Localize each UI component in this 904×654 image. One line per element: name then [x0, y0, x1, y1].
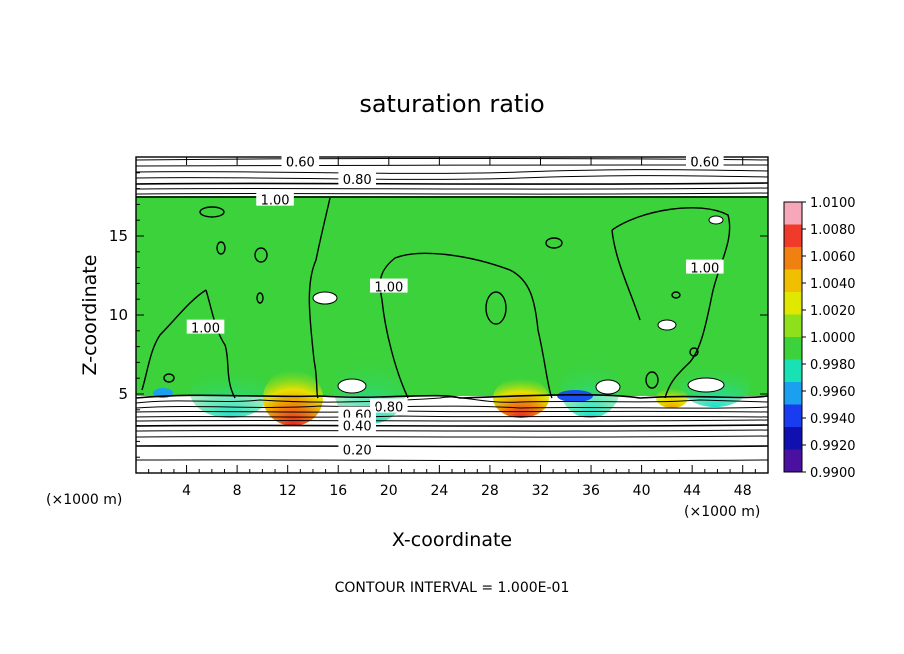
contour-interval-note: CONTOUR INTERVAL = 1.000E-01 — [335, 580, 570, 596]
x-tick-label: 44 — [683, 483, 701, 499]
contour-label: 1.00 — [191, 322, 220, 337]
contour-label-bg — [186, 319, 225, 334]
saturation-contours — [141, 197, 731, 399]
contour-label-bg — [281, 153, 320, 168]
colorbar-swatch — [784, 382, 802, 405]
colorbar-label: 1.0040 — [810, 277, 856, 292]
contour-label: 1.00 — [374, 281, 403, 296]
x-tick-label: 4 — [182, 483, 191, 499]
hotspot-1 — [263, 370, 323, 426]
colorbar-swatch — [784, 449, 802, 472]
colorbar-swatch — [784, 337, 802, 360]
colorbar-label: 0.9980 — [810, 358, 856, 373]
cyan-patch — [190, 366, 270, 418]
contour-label-bg — [338, 171, 376, 186]
dry-patch — [708, 215, 724, 225]
colorbar-label: 1.0000 — [810, 331, 856, 346]
colorbar-swatch — [784, 427, 802, 450]
blue-patch — [557, 390, 593, 402]
colorbar-swatch — [784, 404, 802, 427]
x-unit-left: (×1000 m) — [46, 492, 122, 508]
contour-labels: 0.60 0.600.801.001.001.001.000.800.600.40… — [186, 153, 724, 458]
x-tick-label: 32 — [532, 483, 550, 499]
y-tick-label: 15 — [109, 227, 128, 245]
colorbar-swatch — [784, 224, 802, 247]
colorbar-label: 1.0020 — [810, 304, 856, 319]
y-tick-label: 10 — [109, 306, 128, 324]
colorbar-swatch — [784, 269, 802, 292]
hotspot-3 — [656, 388, 688, 408]
dry-patch — [595, 379, 621, 395]
contour-label: 1.00 — [261, 194, 290, 209]
lower-contours — [136, 394, 768, 462]
x-tick-label: 28 — [481, 483, 499, 499]
x-tick-label: 48 — [734, 483, 752, 499]
contour-label-bg — [256, 191, 294, 206]
dry-patch — [337, 378, 367, 394]
x-unit-right: (×1000 m) — [684, 504, 760, 520]
x-tick-label: 12 — [279, 483, 297, 499]
chart-title: saturation ratio — [359, 90, 544, 118]
contour-label-bg — [686, 153, 724, 168]
dry-patch — [657, 319, 677, 331]
colorbar-label: 1.0060 — [810, 250, 856, 265]
y-axis-label: Z-coordinate — [79, 255, 101, 376]
y-tick-label: 5 — [118, 385, 128, 403]
colorbar-swatch — [784, 202, 802, 225]
colorbar-label: 0.9960 — [810, 385, 856, 400]
y-axis: 5 10 15 — [109, 172, 768, 458]
cyan-patch — [560, 358, 620, 418]
dry-patch — [687, 377, 725, 393]
contour-label: 0.80 — [343, 173, 372, 188]
colorbar-label: 0.9900 — [810, 466, 856, 481]
contour-label: 0.80 — [374, 401, 403, 416]
colorbar-label: 1.0080 — [810, 223, 856, 238]
colorbar-label: 1.0100 — [810, 196, 856, 211]
x-tick-label: 20 — [380, 483, 398, 499]
x-tick-label: 8 — [233, 483, 242, 499]
x-tick-label: 16 — [329, 483, 347, 499]
contour-label: 0.60 — [286, 156, 315, 171]
x-axis: 4 8 12 16 20 24 28 32 36 40 44 48 — [148, 157, 756, 499]
colorbar-swatch — [784, 359, 802, 382]
x-tick-label: 40 — [633, 483, 651, 499]
dry-patch — [312, 291, 338, 305]
colorbar-swatch — [784, 247, 802, 270]
contour-label: 1.00 — [690, 262, 719, 277]
x-axis-label: X-coordinate — [392, 529, 512, 551]
contour-label-bg — [338, 441, 376, 456]
contour-label: 0.40 — [343, 420, 372, 435]
x-tick-label: 24 — [430, 483, 448, 499]
contour-label-bg — [370, 398, 408, 413]
x-tick-label: 36 — [582, 483, 600, 499]
contour-label: 0.20 — [343, 443, 372, 458]
contour-label-bg — [686, 259, 724, 274]
contour-label: 0.60 — [690, 156, 719, 171]
contour-label-bg — [338, 417, 376, 432]
colorbar-swatch — [784, 292, 802, 315]
colorbar-label: 0.9920 — [810, 439, 856, 454]
colorbar-swatch — [784, 314, 802, 337]
plot-area — [135, 156, 769, 474]
colorbar-label: 0.9940 — [810, 412, 856, 427]
colorbar: 1.0100 1.0080 1.0060 1.0040 1.0020 1.0000 0.99… — [783, 196, 856, 481]
contour-label-bg — [338, 406, 376, 421]
contour-label-bg — [370, 278, 408, 293]
saturated-region — [136, 196, 768, 396]
